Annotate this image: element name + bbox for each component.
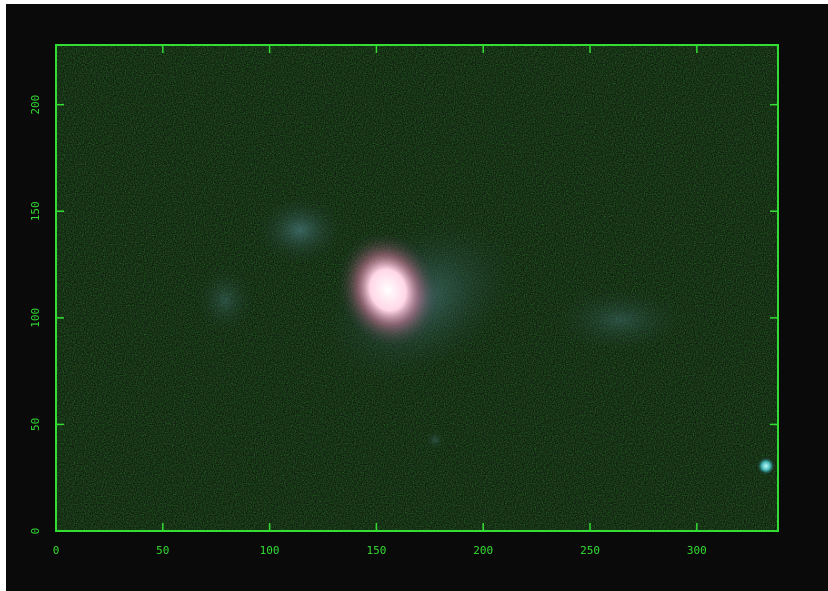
x-tick-label: 300	[687, 544, 707, 557]
x-tick-label: 150	[366, 544, 386, 557]
x-tick-label: 250	[580, 544, 600, 557]
y-tick-label: 100	[29, 308, 42, 328]
y-tick-label: 200	[29, 95, 42, 115]
y-tick-label: 50	[29, 418, 42, 431]
y-tick-label: 150	[29, 201, 42, 221]
image-plot: 0 50 100 150 200 250 300 0 50 100 150 200	[0, 0, 828, 591]
page: 050100150200250300050100150200 (() => { …	[0, 0, 828, 591]
y-tick-label: 0	[29, 528, 42, 535]
x-tick-label: 50	[156, 544, 169, 557]
x-tick-label: 200	[473, 544, 493, 557]
x-tick-label: 0	[53, 544, 60, 557]
sky-image	[56, 45, 778, 531]
x-tick-label: 100	[260, 544, 280, 557]
